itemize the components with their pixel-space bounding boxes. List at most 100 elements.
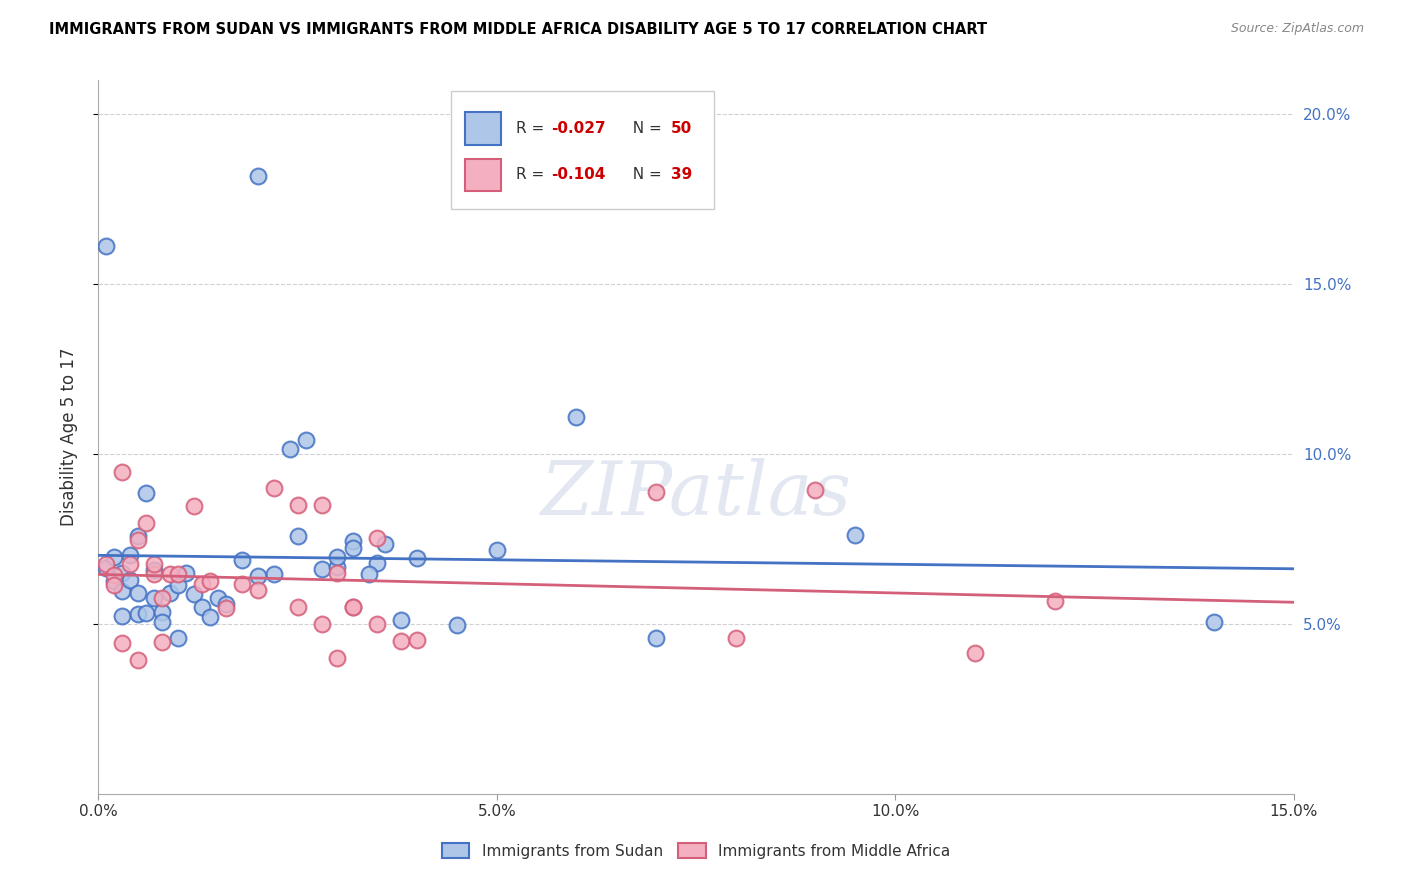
Point (231, 553, 253, 567)
Point (645, 631, 668, 645)
Point (215, 600, 238, 615)
Bar (465, 112, 501, 145)
Point (1043, 594, 1066, 608)
Point (326, 560, 349, 574)
Point (246, 169, 269, 183)
Point (183, 499, 205, 513)
Point (406, 551, 429, 566)
Point (127, 533, 149, 548)
Point (287, 529, 309, 543)
Y-axis label: Disability Age 5 to 17: Disability Age 5 to 17 (59, 348, 77, 526)
Point (96, 239, 118, 253)
Text: N =: N = (623, 168, 666, 182)
Text: 39: 39 (671, 168, 692, 182)
Point (167, 567, 190, 582)
Point (167, 631, 190, 645)
Point (96, 558, 118, 572)
Point (111, 609, 134, 624)
Point (103, 549, 125, 564)
Point (389, 614, 412, 628)
Point (311, 562, 333, 576)
Point (231, 576, 253, 591)
Point (159, 586, 181, 600)
Point (103, 567, 125, 582)
Point (103, 574, 125, 589)
Point (135, 516, 157, 530)
Text: N =: N = (623, 121, 666, 136)
Point (143, 557, 166, 571)
Point (326, 549, 349, 564)
Point (311, 498, 333, 512)
FancyBboxPatch shape (451, 91, 714, 209)
Point (342, 599, 364, 614)
Point (342, 541, 364, 555)
Point (326, 566, 349, 580)
Point (294, 433, 316, 447)
Point (127, 653, 149, 667)
Point (326, 651, 349, 665)
Point (366, 556, 388, 570)
Point (127, 607, 149, 622)
Point (143, 563, 166, 577)
Point (406, 633, 429, 648)
Point (127, 586, 149, 600)
Text: Source: ZipAtlas.com: Source: ZipAtlas.com (1230, 22, 1364, 36)
Point (645, 484, 668, 499)
Point (366, 616, 388, 631)
Point (96, 561, 118, 575)
Point (150, 591, 173, 605)
Point (485, 542, 508, 557)
Point (374, 537, 396, 551)
Point (198, 610, 221, 624)
Point (198, 574, 221, 588)
Point (287, 600, 309, 615)
Point (120, 548, 142, 562)
Point (191, 600, 214, 615)
Text: IMMIGRANTS FROM SUDAN VS IMMIGRANTS FROM MIDDLE AFRICA DISABILITY AGE 5 TO 17 CO: IMMIGRANTS FROM SUDAN VS IMMIGRANTS FROM… (49, 22, 987, 37)
Point (111, 465, 134, 479)
Point (311, 617, 333, 632)
Point (127, 529, 149, 543)
Point (120, 573, 142, 587)
Point (724, 631, 747, 645)
Point (103, 578, 125, 592)
Point (287, 498, 309, 512)
Point (135, 607, 157, 621)
Point (446, 617, 468, 632)
Text: -0.104: -0.104 (551, 168, 606, 182)
Point (844, 527, 866, 541)
Point (1202, 615, 1225, 630)
Point (150, 635, 173, 649)
Point (389, 633, 412, 648)
Text: R =: R = (516, 121, 548, 136)
Point (963, 646, 986, 660)
Point (359, 567, 381, 582)
Point (120, 557, 142, 571)
Point (143, 567, 166, 582)
Text: 50: 50 (671, 121, 692, 136)
Point (167, 578, 190, 592)
Point (111, 636, 134, 650)
Point (565, 409, 588, 424)
Point (278, 442, 301, 456)
Text: -0.027: -0.027 (551, 121, 606, 136)
Bar (465, 159, 501, 191)
Point (342, 533, 364, 548)
Point (804, 483, 827, 498)
Point (366, 532, 388, 546)
Point (150, 605, 173, 619)
Point (191, 577, 214, 591)
Point (263, 481, 285, 495)
Point (174, 566, 197, 581)
Point (111, 584, 134, 599)
Point (207, 591, 229, 606)
Point (183, 587, 205, 601)
Text: ZIPatlas: ZIPatlas (540, 458, 852, 531)
Point (215, 598, 238, 612)
Point (246, 583, 269, 598)
Point (150, 615, 173, 629)
Point (159, 567, 181, 582)
Text: R =: R = (516, 168, 548, 182)
Point (246, 569, 269, 583)
Point (263, 567, 285, 582)
